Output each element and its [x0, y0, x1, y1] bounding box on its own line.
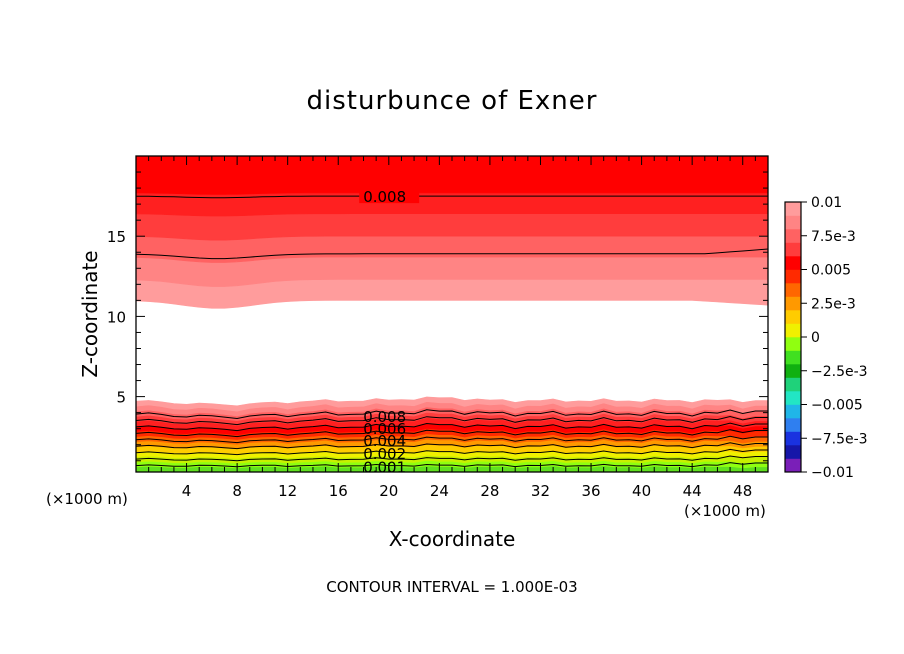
colorbar-swatch — [785, 445, 801, 459]
x-axis-unit: (×1000 m) — [684, 502, 766, 520]
y-tick-label: 10 — [107, 308, 126, 326]
colorbar-tick-label: 0.01 — [811, 195, 842, 211]
colorbar-tick-label: 0.005 — [811, 263, 851, 279]
colorbar-swatch — [785, 364, 801, 378]
x-tick-label: 16 — [329, 482, 348, 500]
contour-label: 0.008 — [363, 408, 406, 426]
x-tick-label: 8 — [232, 482, 242, 500]
contour-line-lower — [135, 422, 768, 432]
colorbar-swatch — [785, 202, 801, 216]
contour-line-lower — [135, 462, 768, 468]
colorbar-swatch — [785, 377, 801, 392]
colorbar-tick-label: 7.5e-3 — [811, 229, 856, 245]
colorbar-tick-label: 2.5e-3 — [811, 296, 856, 312]
colorbar-tick-label: −0.005 — [811, 398, 863, 414]
colorbar-swatch — [785, 323, 801, 338]
colorbar-swatch — [785, 229, 801, 243]
colorbar-swatch — [785, 310, 801, 324]
colorbar-swatch — [785, 458, 801, 473]
contour-label: 0.002 — [363, 445, 406, 463]
colorbar-tick-label: −2.5e-3 — [811, 364, 868, 380]
colorbar-swatch — [785, 418, 801, 432]
colorbar-swatch — [785, 215, 801, 230]
x-tick-label: 48 — [733, 482, 752, 500]
colorbar-swatch — [785, 404, 801, 419]
contour-label: 0.008 — [363, 188, 406, 206]
x-tick-label: 4 — [182, 482, 192, 500]
colorbar-swatch — [785, 242, 801, 257]
x-tick-label: 28 — [480, 482, 499, 500]
colorbar-swatch — [785, 256, 801, 270]
contour-interval-note: CONTOUR INTERVAL = 1.000E-03 — [326, 578, 578, 596]
contour-line-upper — [135, 248, 769, 260]
y-tick-label: 5 — [116, 389, 126, 407]
contour-line-lower — [135, 429, 768, 438]
y-axis-label: Z-coordinate — [78, 250, 102, 378]
contour-line-lower — [135, 409, 768, 420]
upper-contour-band — [135, 213, 769, 241]
y-tick-label: 15 — [107, 228, 126, 246]
contour-line-upper — [135, 195, 768, 199]
chart-title: disturbunce of Exner — [306, 86, 598, 116]
x-tick-label: 12 — [278, 482, 297, 500]
x-tick-label: 40 — [632, 482, 651, 500]
colorbar-swatch — [785, 391, 801, 405]
x-tick-label: 32 — [531, 482, 550, 500]
contour-label: 0.001 — [363, 458, 406, 476]
x-tick-label: 20 — [379, 482, 398, 500]
x-tick-label: 44 — [683, 482, 702, 500]
contour-line-lower — [135, 435, 768, 444]
x-tick-label: 36 — [581, 482, 600, 500]
colorbar-swatch — [785, 337, 801, 351]
contour-line-lower — [135, 448, 768, 456]
colorbar-swatch — [785, 296, 801, 311]
contour-line-lower — [135, 455, 768, 462]
colorbar-tick-label: 0 — [811, 330, 820, 346]
colorbar-swatch — [785, 350, 801, 365]
contour-label: 0.004 — [363, 432, 406, 450]
colorbar-swatch — [785, 431, 801, 446]
x-axis-label: X-coordinate — [388, 527, 516, 551]
contour-line-lower — [135, 415, 768, 426]
x-tick-label: 24 — [430, 482, 449, 500]
colorbar-tick-label: −0.01 — [811, 465, 854, 481]
colorbar-tick-label: −7.5e-3 — [811, 431, 868, 447]
contour-line-lower — [135, 442, 768, 450]
contour-label-bg — [359, 187, 420, 204]
colorbar-swatch — [785, 269, 801, 284]
y-axis-unit: (×1000 m) — [46, 490, 128, 508]
colorbar-swatch — [785, 283, 801, 297]
upper-contour-band — [135, 155, 769, 195]
contour-label: 0.006 — [363, 420, 406, 438]
